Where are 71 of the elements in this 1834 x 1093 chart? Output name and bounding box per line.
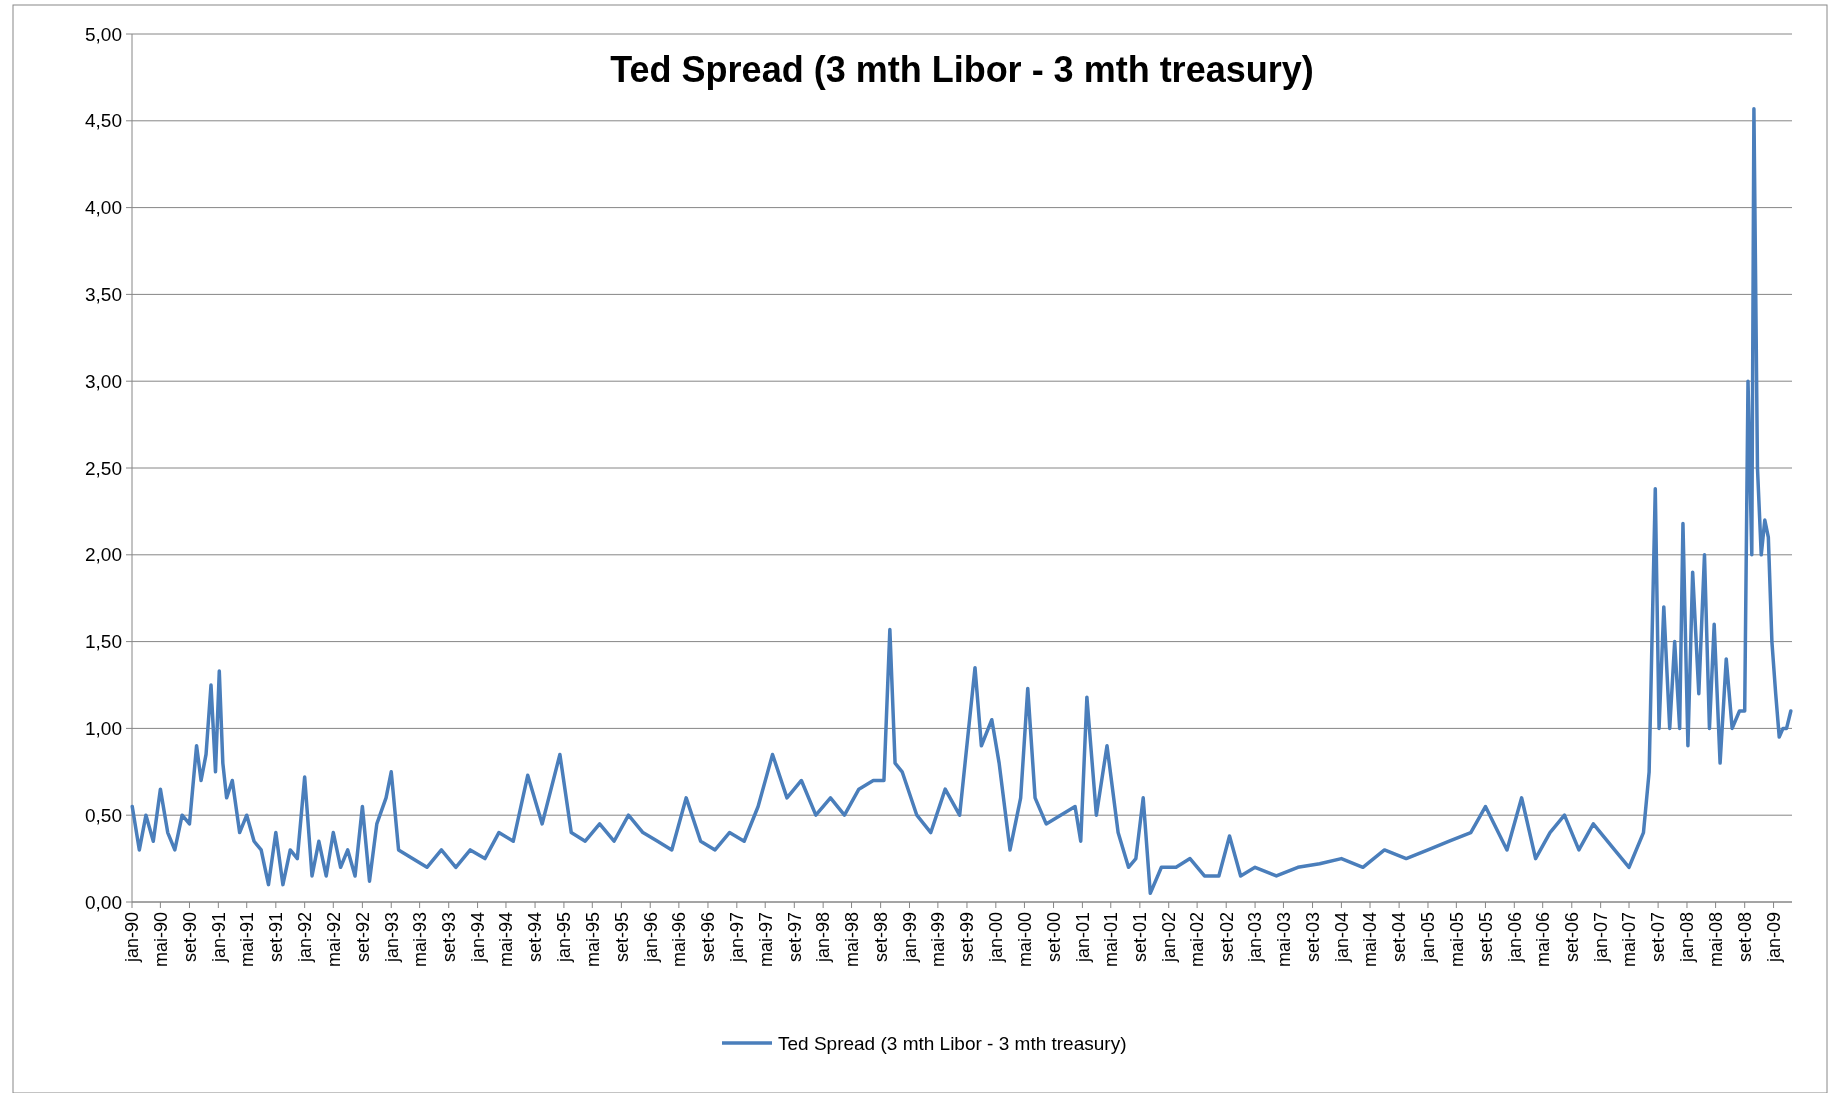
- x-tick-label: set-98: [870, 912, 891, 963]
- x-tick-label: jan-90: [122, 912, 143, 964]
- x-tick-label: jan-94: [467, 912, 488, 964]
- x-tick-label: mai-03: [1273, 912, 1294, 968]
- x-tick-label: mai-01: [1101, 912, 1122, 968]
- x-tick-label: set-93: [439, 912, 460, 963]
- y-tick-label: 0,00: [85, 891, 122, 913]
- x-tick-label: mai-08: [1705, 912, 1726, 968]
- legend-label: Ted Spread (3 mth Libor - 3 mth treasury): [778, 1032, 1127, 1054]
- x-tick-label: jan-97: [727, 912, 748, 964]
- x-tick-label: jan-92: [294, 912, 315, 964]
- x-tick-label: jan-05: [1418, 912, 1439, 964]
- y-tick-label: 3,00: [85, 370, 122, 392]
- x-tick-label: jan-06: [1504, 912, 1525, 964]
- x-tick-label: set-06: [1562, 912, 1583, 963]
- y-tick-label: 3,50: [85, 284, 122, 306]
- x-tick-label: mai-91: [237, 912, 258, 968]
- y-tick-label: 1,50: [85, 631, 122, 653]
- x-tick-label: jan-04: [1331, 912, 1352, 964]
- x-tick-label: jan-09: [1763, 912, 1784, 964]
- x-tick-label: jan-96: [640, 912, 661, 964]
- x-tick-label: mai-96: [669, 912, 690, 968]
- x-tick-label: mai-07: [1619, 912, 1640, 968]
- x-tick-label: set-92: [352, 912, 373, 963]
- x-tick-label: mai-04: [1360, 912, 1381, 968]
- x-tick-label: set-97: [784, 912, 805, 963]
- x-tick-label: mai-02: [1187, 912, 1208, 968]
- x-tick-label: mai-99: [928, 912, 949, 968]
- x-tick-label: mai-93: [409, 912, 430, 968]
- x-tick-label: set-00: [1043, 912, 1064, 963]
- y-tick-label: 2,50: [85, 457, 122, 479]
- y-tick-label: 1,00: [85, 718, 122, 740]
- x-tick-label: mai-90: [150, 912, 171, 968]
- x-tick-label: set-07: [1648, 912, 1669, 963]
- x-tick-label: mai-06: [1532, 912, 1553, 968]
- x-tick-label: mai-97: [755, 912, 776, 968]
- x-tick-label: jan-99: [899, 912, 920, 964]
- x-tick-label: set-94: [525, 912, 546, 963]
- y-tick-label: 2,00: [85, 544, 122, 566]
- x-tick-label: set-96: [698, 912, 719, 963]
- x-tick-label: set-05: [1475, 912, 1496, 963]
- x-tick-label: jan-98: [813, 912, 834, 964]
- x-tick-label: jan-95: [554, 912, 575, 964]
- x-tick-label: set-95: [611, 912, 632, 963]
- x-tick-label: jan-07: [1590, 912, 1611, 964]
- x-tick-label: set-91: [266, 912, 287, 963]
- x-tick-label: jan-02: [1159, 912, 1180, 964]
- x-tick-label: jan-93: [381, 912, 402, 964]
- x-tick-label: mai-05: [1446, 912, 1467, 968]
- x-tick-label: set-90: [179, 912, 200, 963]
- x-tick-label: jan-91: [208, 912, 229, 964]
- x-tick-label: set-02: [1216, 912, 1237, 963]
- x-tick-label: mai-00: [1014, 912, 1035, 968]
- y-tick-label: 4,00: [85, 197, 122, 219]
- y-tick-label: 0,50: [85, 804, 122, 826]
- chart-title: Ted Spread (3 mth Libor - 3 mth treasury): [610, 49, 1314, 90]
- y-tick-label: 4,50: [85, 110, 122, 132]
- x-tick-label: jan-08: [1677, 912, 1698, 964]
- x-tick-label: set-99: [957, 912, 978, 963]
- x-tick-label: mai-98: [841, 912, 862, 968]
- x-tick-label: jan-03: [1245, 912, 1266, 964]
- x-tick-label: jan-00: [986, 912, 1007, 964]
- x-tick-label: mai-92: [323, 912, 344, 968]
- x-tick-label: set-08: [1734, 912, 1755, 963]
- x-tick-label: set-03: [1302, 912, 1323, 963]
- x-tick-label: mai-95: [582, 912, 603, 968]
- x-tick-label: set-01: [1130, 912, 1151, 963]
- x-tick-label: jan-01: [1072, 912, 1093, 964]
- y-tick-label: 5,00: [85, 23, 122, 45]
- x-tick-label: mai-94: [496, 912, 517, 968]
- x-tick-label: set-04: [1389, 912, 1410, 963]
